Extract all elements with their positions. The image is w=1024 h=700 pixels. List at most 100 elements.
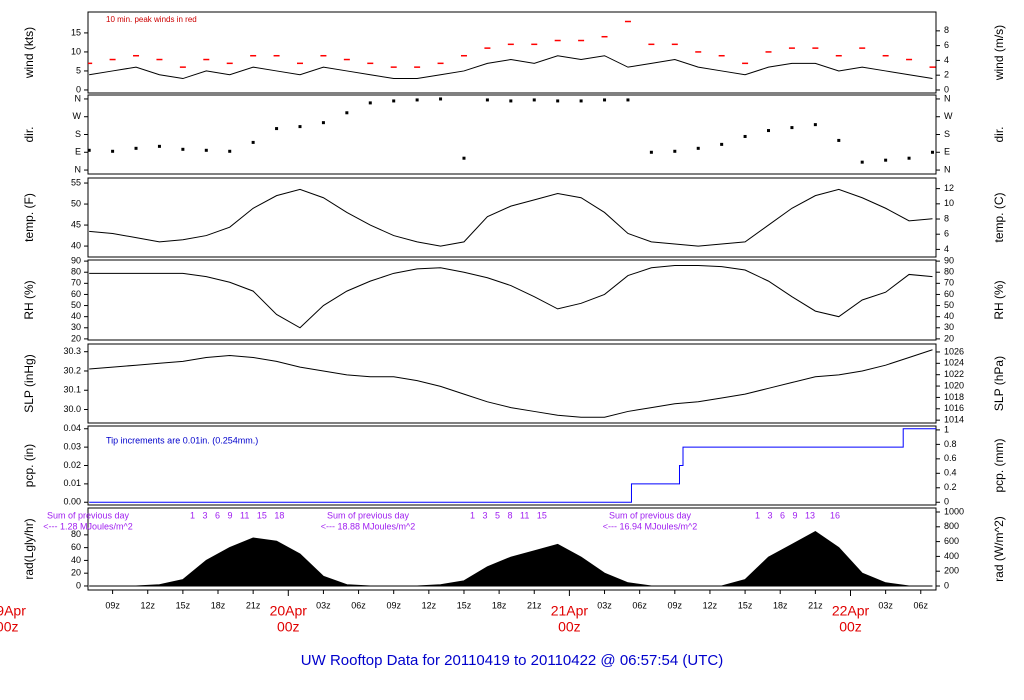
y2-tick-label: 6: [944, 40, 949, 50]
point: [884, 158, 888, 162]
x-tick-label: 15z: [457, 600, 472, 610]
y2-tick-label: 400: [944, 551, 959, 561]
y-tick-label: 40: [71, 311, 81, 321]
y2-axis-label: temp. (C): [992, 192, 1006, 242]
y-axis-label: wind (kts): [22, 27, 36, 79]
point: [860, 160, 864, 164]
y-tick-label: E: [75, 147, 81, 157]
x-tick-label: 21z: [246, 600, 261, 610]
y2-tick-label: 1016: [944, 403, 964, 413]
daily-sum-value: <--- 16.94 MJoules/m^2: [603, 521, 698, 531]
y-axis-label: pcp. (in): [22, 444, 36, 487]
y2-tick-label: S: [944, 129, 950, 139]
point: [321, 121, 325, 125]
plot-area: [88, 20, 936, 80]
y2-tick-label: 1024: [944, 358, 964, 368]
plot-area: [88, 97, 934, 164]
point: [532, 98, 536, 102]
y2-tick-label: 800: [944, 521, 959, 531]
y-tick-label: 80: [71, 267, 81, 277]
y2-axis-label: RH (%): [992, 280, 1006, 319]
point: [556, 99, 560, 103]
point: [743, 134, 747, 138]
y2-tick-label: 70: [944, 278, 954, 288]
y-tick-label: 45: [71, 219, 81, 229]
daily-sum-value: <--- 1.28 MJoules/m^2: [43, 521, 133, 531]
point: [696, 146, 700, 150]
y-axis-label: temp. (F): [22, 193, 36, 242]
y-tick-label: 0.01: [63, 478, 81, 488]
y2-tick-label: 8: [944, 25, 949, 35]
y-tick-label: N: [75, 93, 82, 103]
area: [89, 531, 933, 587]
point: [837, 138, 841, 142]
y2-tick-label: 4: [944, 244, 949, 254]
y-tick-label: 50: [71, 198, 81, 208]
y-tick-label: 30: [71, 322, 81, 332]
point: [228, 149, 232, 153]
y-tick-label: S: [75, 129, 81, 139]
y2-tick-label: 1014: [944, 415, 964, 425]
plot-area: [89, 265, 933, 329]
x-tick-label: 12z: [140, 600, 155, 610]
plot-area: [89, 349, 933, 418]
point: [930, 150, 934, 154]
point: [485, 98, 489, 102]
daily-sum-label: Sum of previous day: [327, 510, 410, 520]
panel-frame: [87, 11, 937, 94]
y2-tick-label: 6: [944, 229, 949, 239]
y2-tick-label: 1022: [944, 369, 964, 379]
y2-tick-label: 0.6: [944, 453, 957, 463]
sun-hours: 1 3 5 8 11 15: [470, 510, 547, 520]
daily-sum-label: Sum of previous day: [609, 510, 692, 520]
y-tick-label: 60: [71, 289, 81, 299]
x-tick-label: 03z: [878, 600, 893, 610]
y2-tick-label: 1026: [944, 346, 964, 356]
y-tick-label: 30.2: [63, 365, 81, 375]
panel-frame: [87, 177, 937, 258]
y2-tick-label: 0.8: [944, 439, 957, 449]
point: [439, 97, 443, 101]
panel-frame: [87, 259, 937, 341]
point: [462, 156, 466, 160]
panel-frame: [87, 507, 937, 591]
x-tick-label: 09z: [105, 600, 120, 610]
x-tick-label: 21z: [527, 600, 542, 610]
annotation: Tip increments are 0.01in. (0.254mm.): [106, 435, 258, 445]
day-label: 20Apr: [270, 603, 308, 619]
y2-tick-label: 1018: [944, 392, 964, 402]
y2-tick-label: 0.4: [944, 468, 957, 478]
point: [720, 142, 724, 146]
y2-tick-label: W: [944, 111, 953, 121]
y2-tick-label: 1000: [944, 506, 964, 516]
x-tick-label: 03z: [316, 600, 331, 610]
point: [251, 140, 255, 144]
point: [907, 156, 911, 160]
point: [603, 98, 607, 102]
plot-area: [89, 531, 933, 587]
y2-axis-label: rad (W/m^2): [992, 516, 1006, 582]
y-tick-label: 60: [71, 542, 81, 552]
point: [157, 144, 161, 148]
y-tick-label: 40: [71, 555, 81, 565]
x-tick-label: 03z: [597, 600, 612, 610]
y2-axis-label: dir.: [992, 126, 1006, 142]
y-tick-label: 30.0: [63, 404, 81, 414]
y-tick-label: 80: [71, 529, 81, 539]
line: [89, 188, 933, 247]
point: [275, 127, 279, 131]
x-tick-label: 18z: [211, 600, 226, 610]
point: [368, 101, 372, 105]
chart-title: UW Rooftop Data for 20110419 to 20110422…: [301, 652, 723, 669]
y2-tick-label: 30: [944, 322, 954, 332]
point: [204, 148, 208, 152]
day-time-label: 00z: [277, 619, 300, 635]
y2-tick-label: 1020: [944, 380, 964, 390]
y-tick-label: 15: [71, 27, 81, 37]
plot-area: [89, 188, 933, 247]
line: [89, 55, 933, 80]
point: [813, 123, 817, 127]
plot-area: [89, 428, 936, 503]
y2-tick-label: 1: [944, 424, 949, 434]
day-label: 21Apr: [551, 603, 589, 619]
